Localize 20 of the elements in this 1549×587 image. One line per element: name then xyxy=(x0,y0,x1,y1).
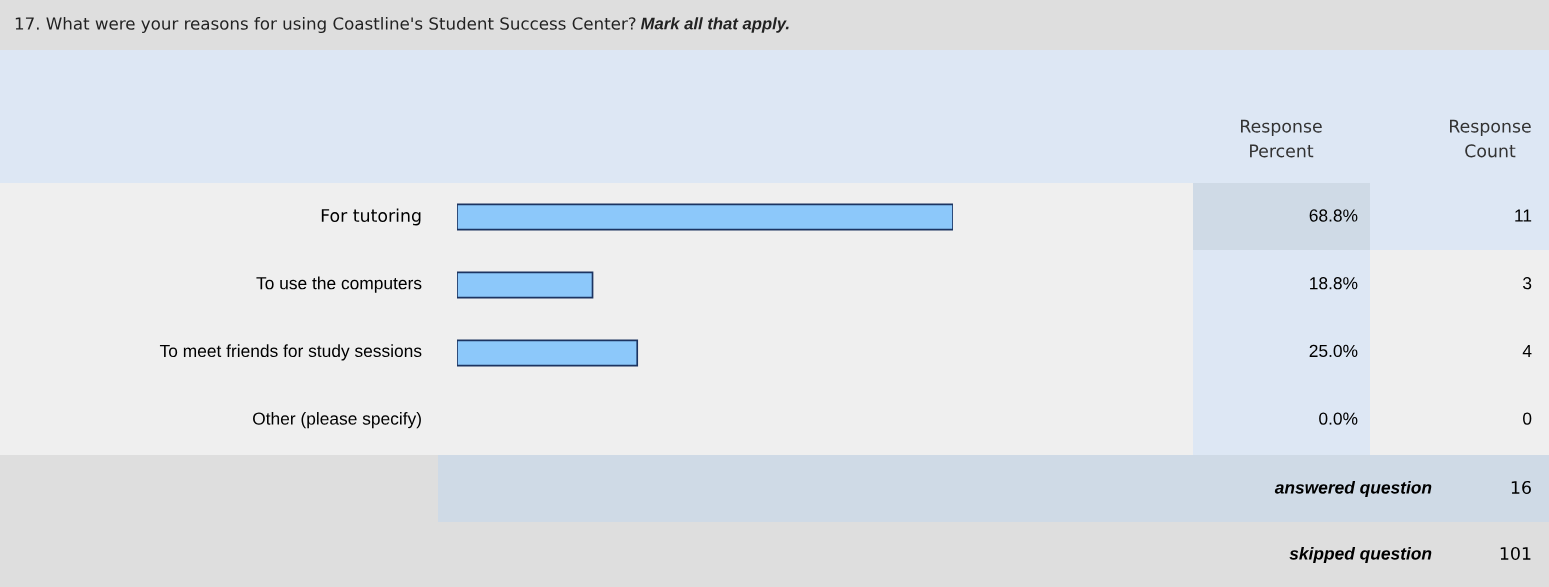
data-label: 68.8% xyxy=(1309,209,1358,222)
text: answered question xyxy=(1274,480,1432,498)
text: 3 xyxy=(1523,277,1532,290)
text: 0 xyxy=(1523,412,1532,425)
chart-title: 17. What were your reasons for using Coastline's Student Success Center? xyxy=(15,16,636,34)
text: 4 xyxy=(1522,344,1532,357)
y-tick-label: To use the computers xyxy=(256,276,422,293)
chart-subtitle: Mark all that apply. xyxy=(640,17,789,33)
text: Response Percent xyxy=(1241,119,1322,158)
y-tick-label: To meet friends for study sessions xyxy=(159,344,422,361)
text: 101 xyxy=(1500,546,1531,561)
data-label: 18.8% xyxy=(1310,277,1358,290)
y-tick-label: For tutoring xyxy=(321,208,421,226)
data-label: 0.0% xyxy=(1319,412,1358,425)
text: 11 xyxy=(1515,209,1532,222)
text: Response Count xyxy=(1450,119,1531,158)
data-label: 25.0% xyxy=(1309,344,1358,358)
text: skipped question xyxy=(1289,546,1432,564)
y-tick-label: Other (please specify) xyxy=(253,412,421,429)
text: 16 xyxy=(1511,480,1531,495)
